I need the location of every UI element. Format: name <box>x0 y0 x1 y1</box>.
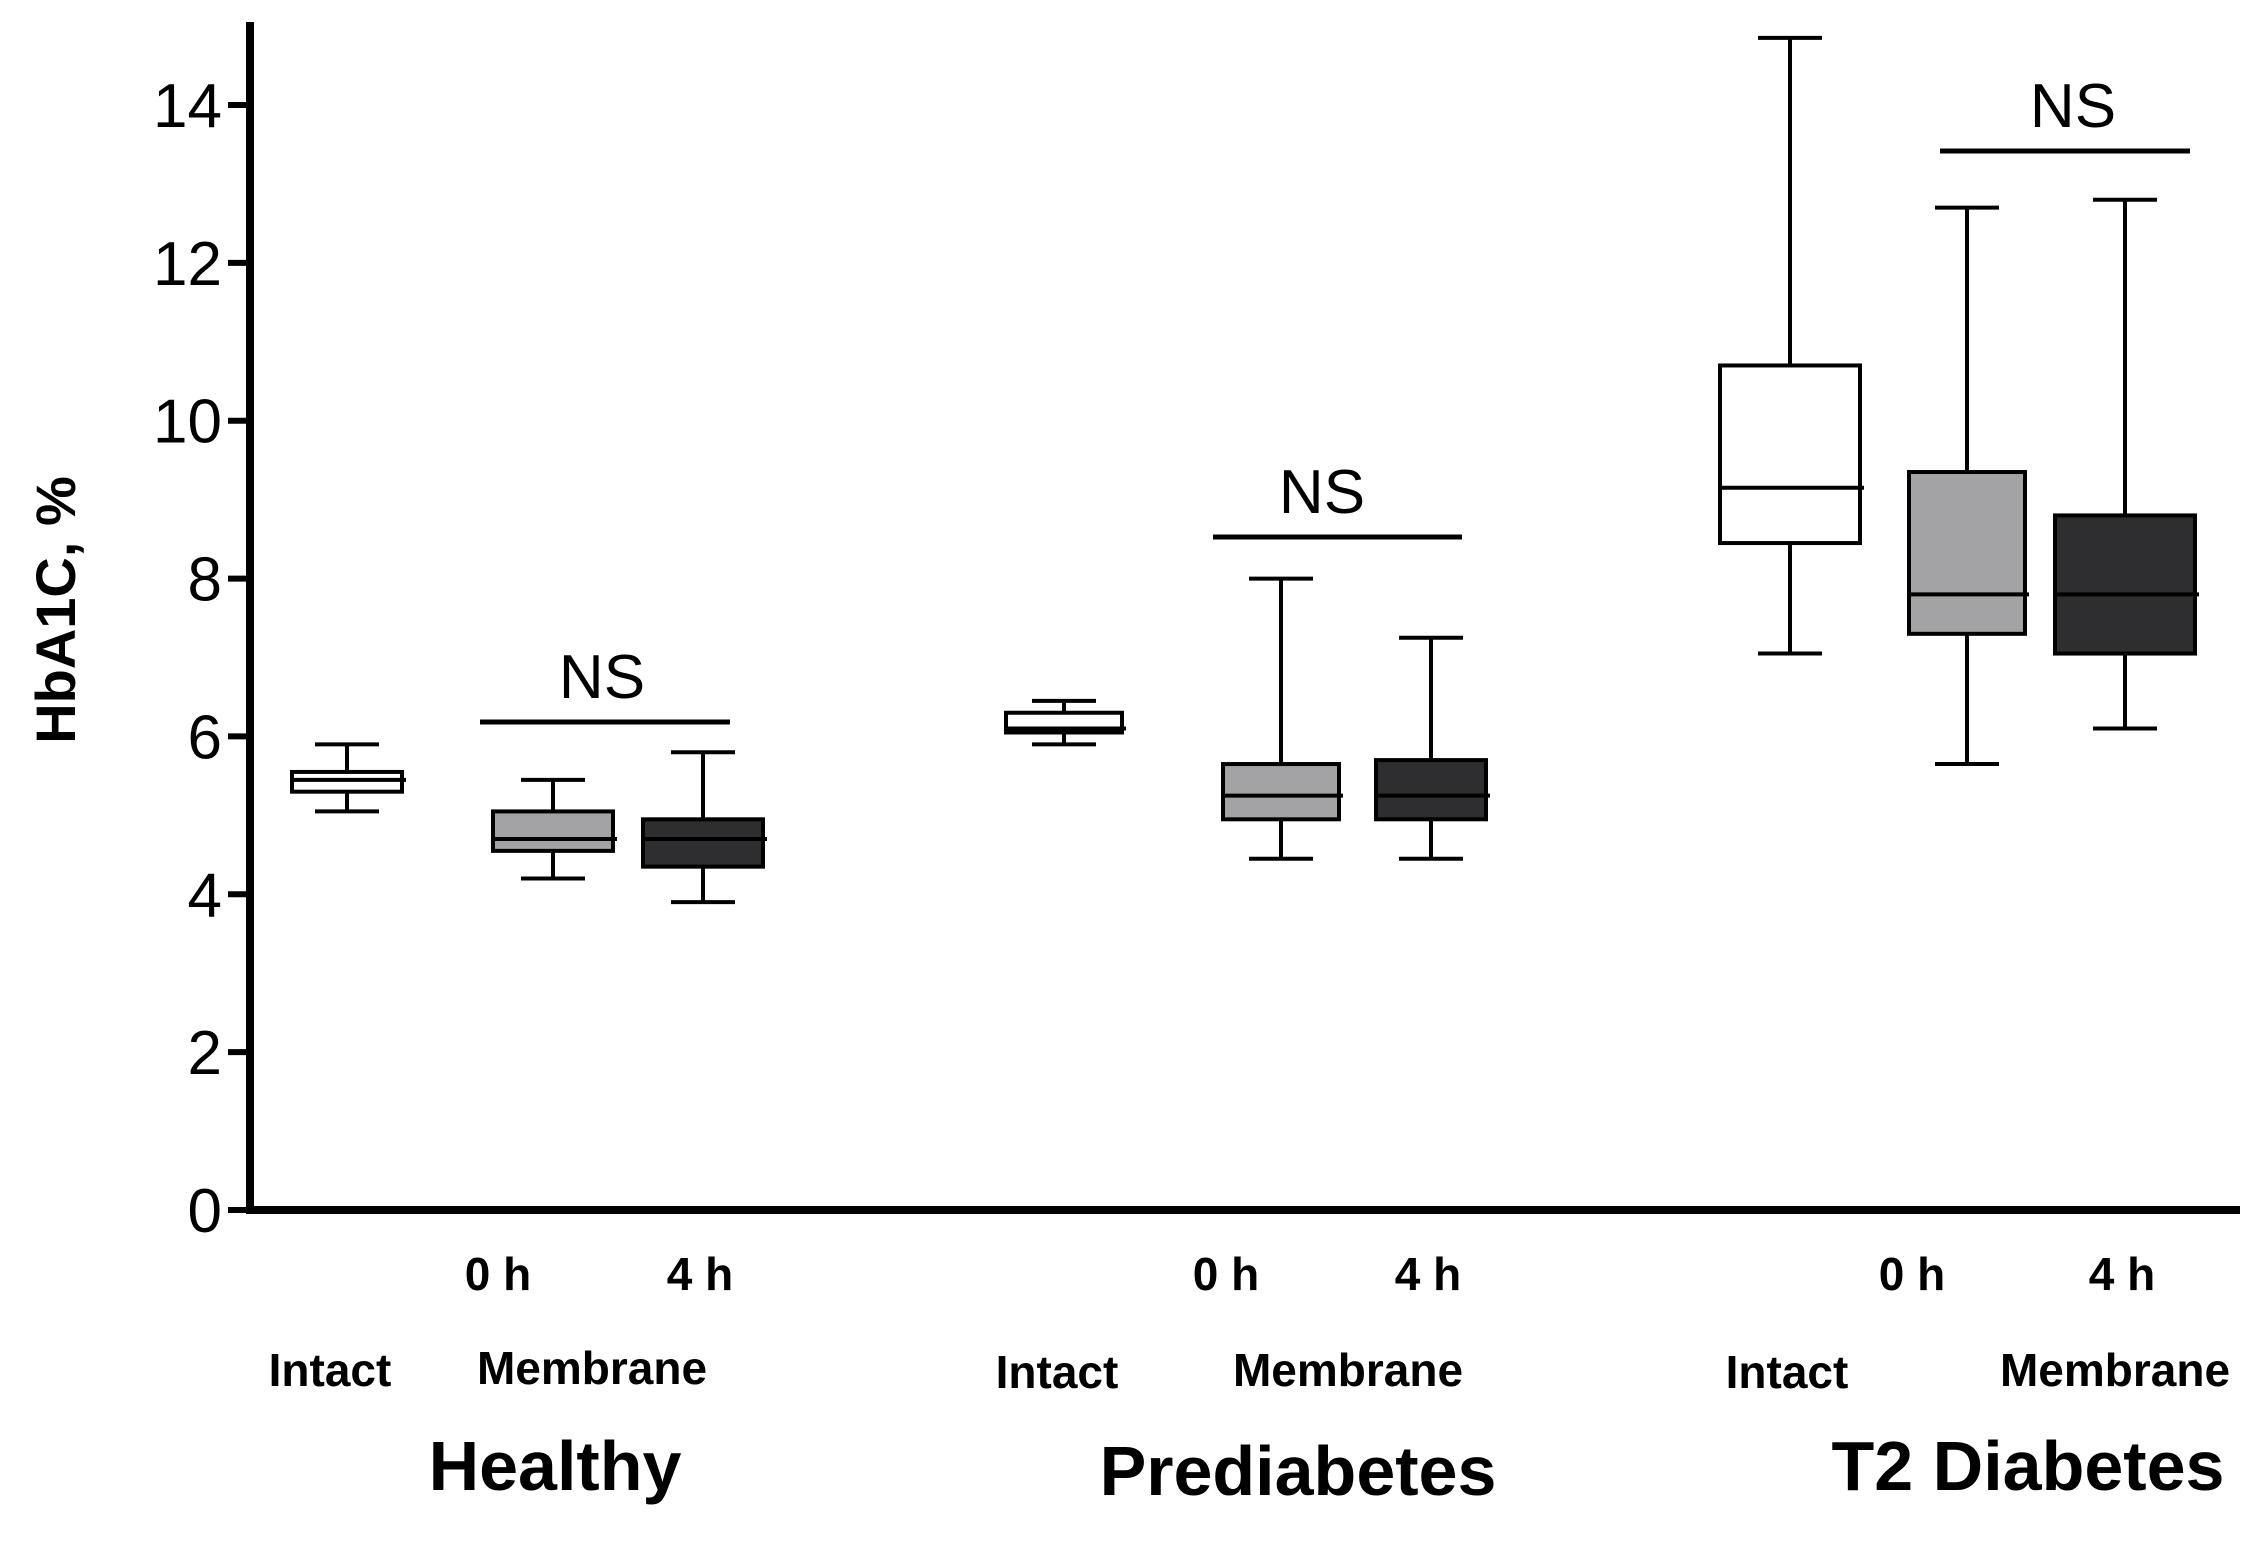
sub-label: 0 h <box>1879 1248 1945 1300</box>
intact-label: Intact <box>996 1346 1119 1398</box>
membrane-label: Membrane <box>2000 1344 2230 1396</box>
intact-label: Intact <box>269 1344 392 1396</box>
sub-label: 4 h <box>2089 1248 2155 1300</box>
ns-label: NS <box>2030 72 2116 141</box>
y-tick-label: 0 <box>188 1177 222 1246</box>
membrane-label: Membrane <box>1233 1344 1463 1396</box>
y-axis-label: HbA1C, % <box>24 476 87 744</box>
y-tick-label: 14 <box>153 72 222 141</box>
intact-label: Intact <box>1726 1346 1849 1398</box>
y-tick-label: 8 <box>188 546 222 615</box>
group-label: T2 Diabetes <box>1832 1427 2225 1505</box>
box <box>1718 363 1862 546</box>
y-tick-label: 2 <box>188 1019 222 1088</box>
boxes <box>290 35 2199 905</box>
sub-label: 4 h <box>1395 1248 1461 1300</box>
y-tick-label: 12 <box>153 230 222 299</box>
group-label: Prediabetes <box>1100 1432 1497 1510</box>
membrane-label: Membrane <box>477 1342 707 1394</box>
axes: 0 2 4 6 8 10 12 14 <box>153 22 2240 1246</box>
ns-label: NS <box>559 643 645 712</box>
box <box>1374 758 1488 822</box>
sub-label: 0 h <box>465 1248 531 1300</box>
y-tick-label: 6 <box>188 703 222 772</box>
y-tick-label: 10 <box>153 388 222 457</box>
box <box>1221 762 1341 822</box>
ns-label: NS <box>1279 458 1365 527</box>
group-label: Healthy <box>429 1427 682 1505</box>
box <box>2053 513 2197 656</box>
box <box>641 817 765 869</box>
y-tick-label: 4 <box>188 861 222 930</box>
sub-label: 0 h <box>1193 1248 1259 1300</box>
labels: 0 h 4 h NS Intact Membrane Healthy 0 h 4 h NS Int… <box>269 72 2230 1510</box>
box <box>1907 470 2027 636</box>
box <box>491 809 615 853</box>
sub-label: 4 h <box>667 1248 733 1300</box>
